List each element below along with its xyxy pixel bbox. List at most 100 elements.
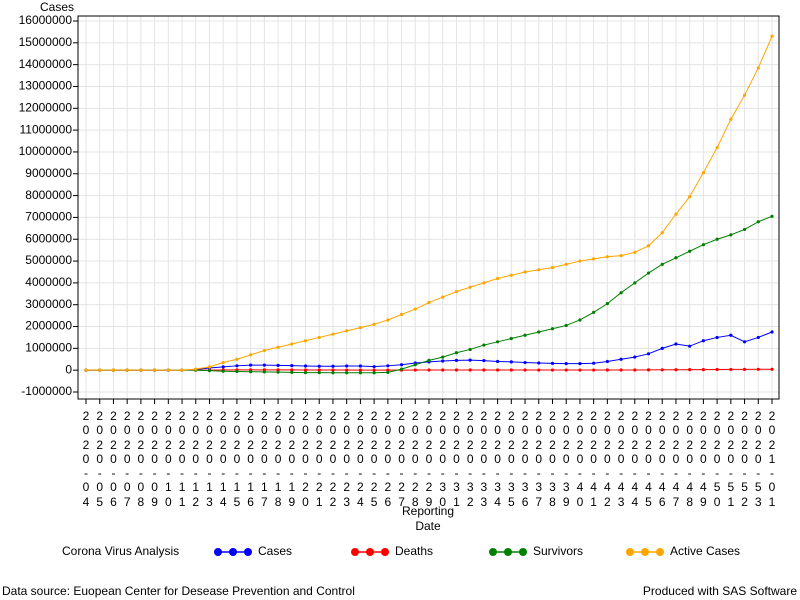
x-tick-label: 2020-42 xyxy=(604,409,611,509)
data-point xyxy=(111,368,116,372)
x-tick-label: 2020-04 xyxy=(82,409,90,509)
data-point xyxy=(592,368,596,372)
data-point xyxy=(221,365,225,369)
data-point xyxy=(701,243,706,247)
legend-marker xyxy=(626,548,634,556)
data-point xyxy=(427,358,431,362)
x-tick-label: 2020-05 xyxy=(96,409,104,509)
data-point xyxy=(262,363,266,367)
data-point xyxy=(729,333,733,337)
data-point xyxy=(660,346,664,350)
data-point xyxy=(276,345,280,349)
data-point xyxy=(290,368,294,372)
x-tick-label: 2020-25 xyxy=(370,409,378,509)
data-point xyxy=(619,357,623,361)
data-point xyxy=(729,233,733,237)
data-point xyxy=(139,368,143,372)
y-tick-label: 7000000 xyxy=(25,210,72,224)
data-point xyxy=(317,335,321,340)
y-tick-label: 10000000 xyxy=(19,144,73,158)
x-tick-label: 2020-44 xyxy=(631,409,639,509)
x-tick-label: 2020-33 xyxy=(480,409,488,509)
data-point xyxy=(331,364,335,368)
data-point xyxy=(441,295,445,299)
x-tick-label: 2020-36 xyxy=(521,409,529,509)
data-point xyxy=(454,290,459,294)
legend-item: Deaths xyxy=(351,544,433,558)
data-point xyxy=(605,359,609,364)
data-point xyxy=(742,227,747,232)
data-point xyxy=(496,340,500,344)
footnote: Data source: Euopean Center for Desease … xyxy=(2,584,355,598)
data-point xyxy=(729,117,733,121)
data-point xyxy=(482,358,486,363)
data-point xyxy=(413,368,417,372)
data-point xyxy=(249,363,253,367)
data-point xyxy=(372,368,376,372)
data-point xyxy=(358,326,362,330)
data-point xyxy=(523,333,527,337)
y-tick-label: 11000000 xyxy=(20,122,73,136)
x-tick-label: 2020-53 xyxy=(754,409,762,509)
data-point xyxy=(468,347,472,352)
x-tick-label: 2020-26 xyxy=(384,409,392,509)
data-point xyxy=(386,370,390,374)
data-point xyxy=(399,367,404,371)
data-point xyxy=(550,368,555,372)
data-point xyxy=(290,370,294,374)
data-point xyxy=(715,335,719,340)
x-tick-label: 2020-39 xyxy=(562,409,570,509)
data-point xyxy=(331,371,335,375)
x-tick-label: 2020-22 xyxy=(329,409,337,509)
data-point xyxy=(550,327,555,331)
legend-marker xyxy=(519,548,527,556)
legend-marker xyxy=(381,548,389,556)
legend-item: Active Cases xyxy=(626,544,740,558)
y-tick-label: 12000000 xyxy=(19,100,73,114)
data-point xyxy=(646,244,651,248)
data-point xyxy=(98,368,102,372)
data-point xyxy=(386,364,390,368)
data-point xyxy=(633,250,637,254)
x-tick-label: 2021-01 xyxy=(768,409,776,509)
legend-marker xyxy=(244,548,252,556)
data-point xyxy=(660,368,664,372)
data-point xyxy=(509,273,513,277)
legend-label: Survivors xyxy=(533,544,583,558)
x-axis-label: Reporting Date xyxy=(401,504,455,533)
data-point xyxy=(482,368,486,372)
data-point xyxy=(674,342,678,346)
data-point xyxy=(303,368,308,372)
data-point xyxy=(468,368,472,372)
x-tick-label: 2020-21 xyxy=(315,409,323,509)
legend-marker xyxy=(366,548,374,556)
data-point xyxy=(688,249,692,253)
data-point xyxy=(756,335,760,340)
legend-item: Cases xyxy=(214,544,292,558)
y-axis-label: Cases xyxy=(40,0,74,14)
legend-title: Corona Virus Analysis xyxy=(62,544,179,558)
y-tick-label: 15000000 xyxy=(19,35,73,49)
x-tick-label: 2020-38 xyxy=(549,409,556,509)
x-tick-label: 2020-09 xyxy=(151,409,158,509)
y-tick-label: 3000000 xyxy=(25,297,72,311)
x-tick-label: 2020-13 xyxy=(206,409,213,509)
data-point xyxy=(276,363,280,367)
data-point xyxy=(345,371,349,375)
x-tick-label: 2020-41 xyxy=(590,409,597,509)
data-point xyxy=(729,367,733,372)
data-point xyxy=(413,363,417,367)
data-point xyxy=(482,281,486,285)
x-tick-label: 2020-52 xyxy=(741,409,748,509)
y-tick-label: 5000000 xyxy=(25,253,72,267)
data-point xyxy=(742,340,747,344)
data-point xyxy=(125,368,129,372)
y-tick-label: 16000000 xyxy=(19,13,73,27)
data-point xyxy=(399,312,404,317)
data-point xyxy=(688,344,692,348)
x-tick-label: 2020-23 xyxy=(343,409,351,509)
data-point xyxy=(441,359,445,363)
data-point xyxy=(482,343,486,347)
x-tick-label: 2020-32 xyxy=(466,409,474,509)
